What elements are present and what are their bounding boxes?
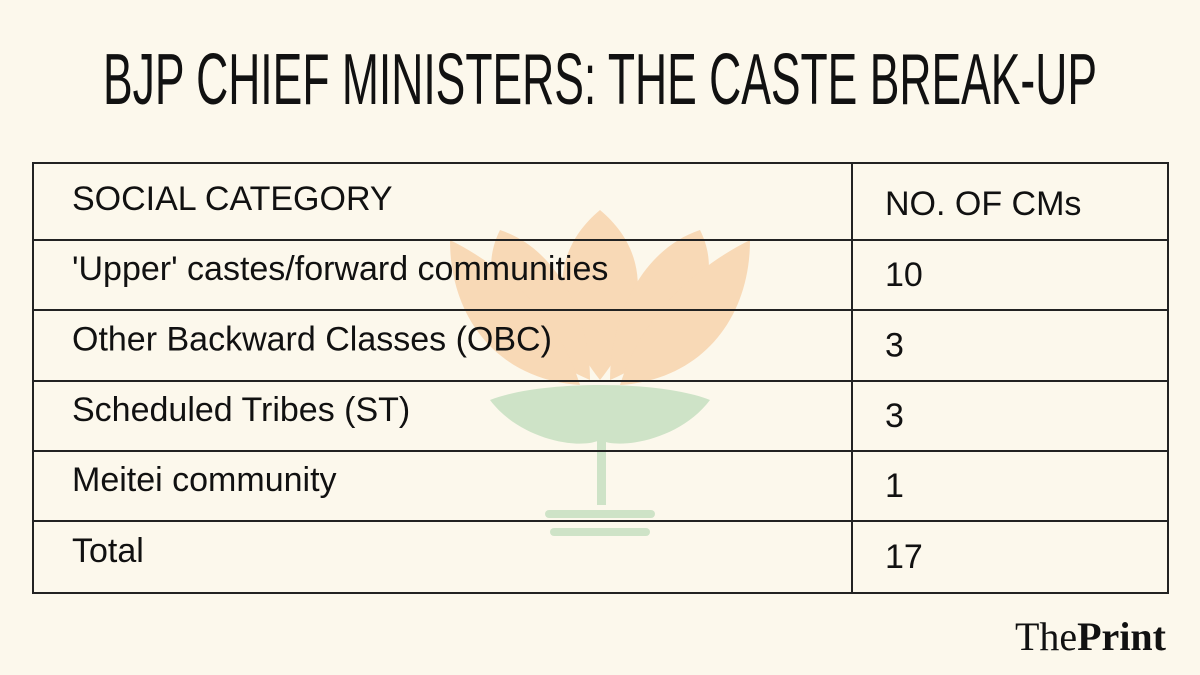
title: BJP CHIEF MINISTERS: THE CASTE BREAK-UP bbox=[103, 40, 1097, 120]
table-body: SOCIAL CATEGORY NO. OF CMs 'Upper' castes/… bbox=[33, 180, 1168, 576]
header-cell: NO. OF CMs bbox=[885, 185, 1081, 223]
table-border bbox=[32, 162, 1169, 594]
category-cell: Other Backward Classes (OBC) bbox=[72, 320, 552, 358]
lotus-watermark bbox=[450, 210, 750, 536]
header-cell: SOCIAL CATEGORY bbox=[72, 180, 393, 218]
count-cell: 10 bbox=[885, 256, 923, 294]
category-cell: Total bbox=[72, 532, 144, 570]
logo-the: The bbox=[1015, 614, 1077, 659]
table: SOCIAL CATEGORY NO. OF CMs 'Upper' castes/… bbox=[32, 162, 1169, 594]
category-cell: Scheduled Tribes (ST) bbox=[72, 391, 410, 429]
count-cell: 3 bbox=[885, 326, 904, 364]
count-cell: 1 bbox=[885, 467, 904, 505]
category-cell: 'Upper' castes/forward communities bbox=[72, 250, 608, 288]
count-cell: 3 bbox=[885, 397, 904, 435]
logo-print: Print bbox=[1077, 614, 1167, 659]
count-cell: 17 bbox=[885, 538, 923, 576]
logo: ThePrint bbox=[1015, 614, 1167, 659]
category-cell: Meitei community bbox=[72, 461, 337, 499]
